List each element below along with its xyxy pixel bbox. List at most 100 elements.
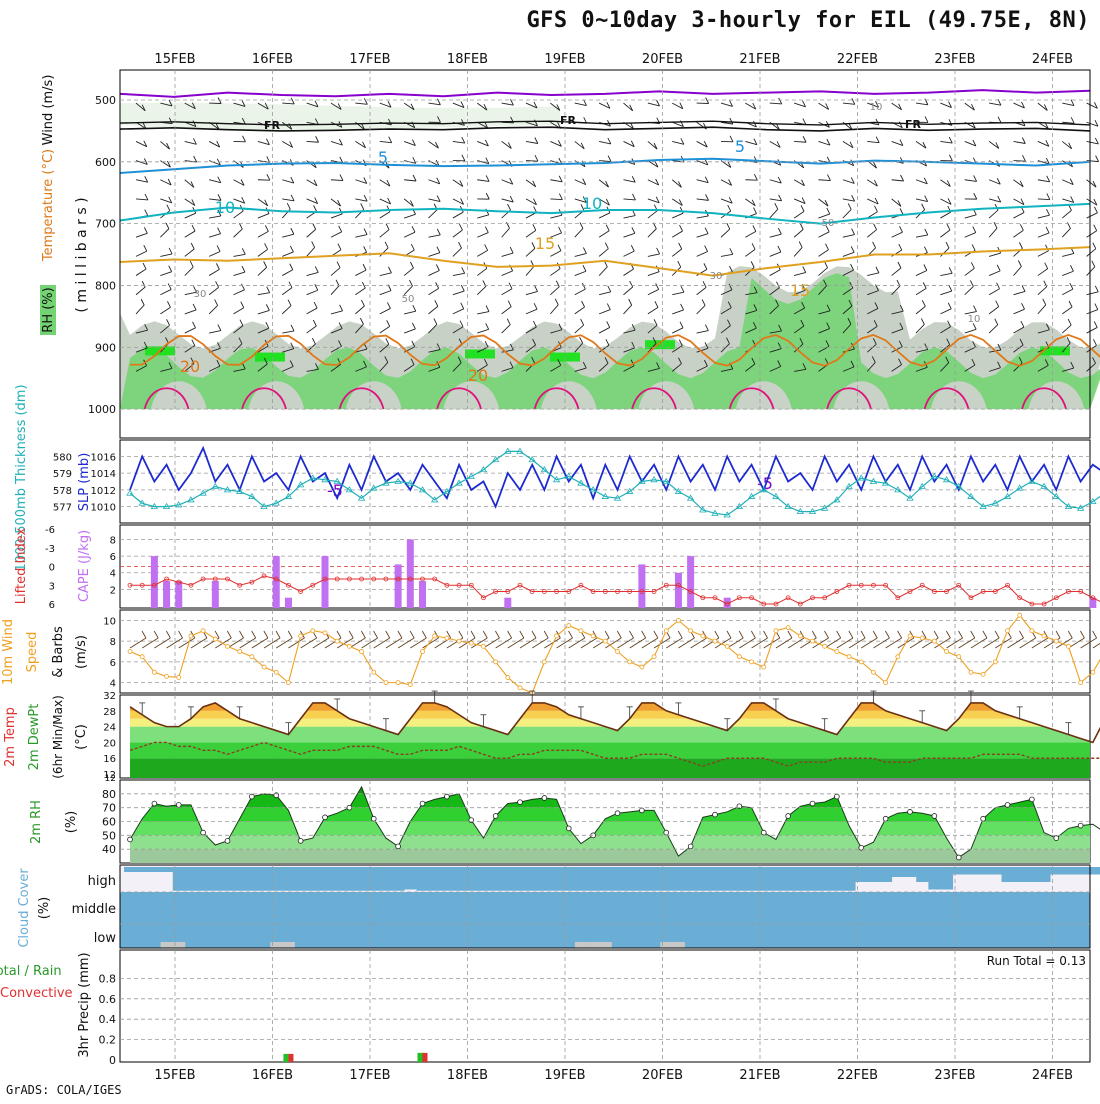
wind-speed-point [481,644,485,648]
wind-speed-point [140,655,144,659]
wind-barb-flag [374,631,378,638]
wind-speed-point [128,650,132,654]
wind-speed-point [774,629,778,633]
wind-speed-point [859,660,863,664]
wind-barb-flag [934,631,938,638]
wind-speed-point [323,631,327,635]
wind-barb-flag [495,631,499,638]
wind-tick-label: 6 [110,658,116,669]
rh-point [420,801,425,806]
wind-barb-flag [959,631,963,638]
temp-tick-label: 16 [103,754,116,765]
wind-speed-point [238,650,242,654]
cloud-high-bar [417,867,430,891]
wind-barb [995,638,1011,648]
wind-barb-flag [1056,631,1060,638]
wind-speed-point [226,644,230,648]
cloud-high-bar [928,867,941,890]
cloud-high-bar [989,867,1002,875]
contour-label: 10 [215,198,235,217]
wind-barb-flag [971,631,975,638]
wind-barb-flag [885,631,889,638]
wind-barb [630,638,646,648]
contour-label: 10 [870,102,883,113]
cloud-low-bar [587,942,600,948]
pressure-tick-label: 600 [95,156,116,169]
temp-axis-label-3: (6hr Min/Max) [51,695,65,779]
cloud-high-bar [502,867,515,891]
cloud-high-bar [185,867,198,891]
date-label-top: 23FEB [934,52,975,67]
wind-barb [1068,638,1084,648]
wind-speed-point [591,634,595,638]
wind-speed-point [725,644,729,648]
cloud-high-bar [404,867,417,890]
wind-barb [288,638,304,648]
slp-tick-label: 1014 [91,469,116,480]
cloud-high-bar [880,867,893,882]
wind-barb [550,199,562,200]
cloud-high-bar [685,867,698,891]
wind-speed-point [713,639,717,643]
wind-barb [167,638,183,648]
cloud-high-bar [551,867,564,891]
cloud-high-bar [843,867,856,891]
precip-convective-bar [423,1053,428,1062]
wind-speed-point [871,670,875,674]
wind-barb [849,638,865,648]
date-label-bottom: 16FEB [252,1068,293,1083]
wind-barb [483,638,499,648]
cloud-high-bar [819,867,832,891]
temp-tick-label: 20 [103,738,116,749]
precip-total-bar [418,1053,423,1062]
temp-tick-label: 24 [103,723,116,734]
wind-barb-flag [605,631,609,638]
wind-speed-point [957,655,961,659]
rh-point [639,808,644,813]
wind-barb [526,161,538,162]
cloud-high-bar [770,867,783,891]
wind-barb [154,638,170,648]
wind-barb-flag [849,631,853,638]
slp-tick-label: 1012 [91,486,116,497]
wind-barb [142,638,158,648]
cloud-high-bar [1075,867,1088,875]
rh-point [128,837,133,842]
pressure-tick-label: 500 [95,94,116,107]
rh-tick-label: 50 [102,829,116,842]
cloud-middle-bar [120,892,1090,920]
date-label-bottom: 17FEB [349,1068,390,1083]
wind-speed-point [1018,613,1022,617]
wind10m-axis-label-3: & Barbs [51,626,66,678]
wind-speed-point [579,629,583,633]
rh-point [688,844,693,849]
wind-tick-label: 4 [110,679,116,690]
cape-bar [285,598,292,608]
cloud-low-label: low [94,931,117,946]
pressure-tick-label: 800 [95,279,116,292]
rh-point [615,811,620,816]
wind-barb [264,638,280,648]
cape-tick-label: 6 [110,552,116,563]
thickness-tick-label: 578 [53,486,72,497]
cloud-high-bar [977,867,990,875]
cloud-high-bar [965,867,978,875]
cloud-high-bar [1002,867,1015,882]
precip-tick-label: 0.4 [99,1013,117,1026]
wind-barb-flag [1093,631,1097,638]
cloud-high-bar [916,867,929,882]
date-label-bottom: 21FEB [739,1068,780,1083]
wind-speed-point [981,672,985,676]
cloud-high-bar [1062,867,1075,875]
cloud-low-bar [575,942,588,948]
wind-barb [837,638,853,648]
wind-speed-point [664,629,668,633]
wind-barb [496,638,512,648]
wind-speed-point [896,655,900,659]
wind-barb-flag [983,631,987,638]
wind-speed-point [640,665,644,669]
rh-point [834,794,839,799]
rh-point [566,826,571,831]
cloud-axis-label: Cloud Cover [17,868,32,948]
cloud-high-bar [161,867,174,872]
